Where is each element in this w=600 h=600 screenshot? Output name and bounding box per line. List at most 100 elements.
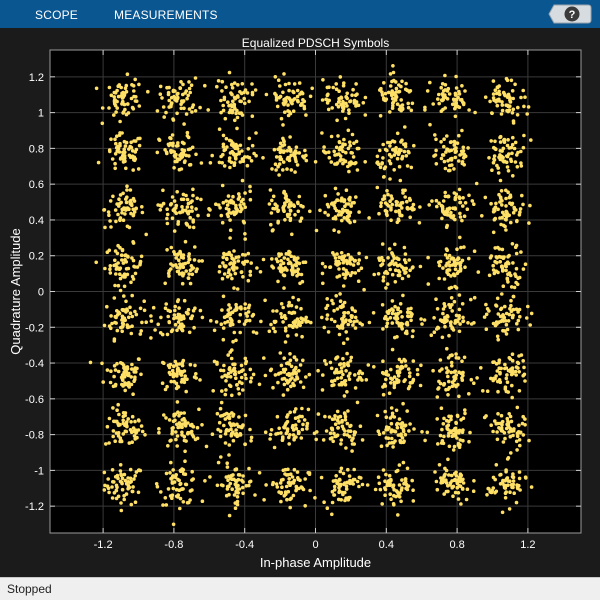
tab-scope[interactable]: SCOPE <box>35 8 79 22</box>
data-point <box>350 93 354 97</box>
data-point <box>241 275 245 279</box>
data-point <box>138 261 142 265</box>
data-point <box>509 309 514 314</box>
data-point <box>133 500 138 505</box>
data-point <box>175 190 179 194</box>
data-point <box>513 369 518 374</box>
data-point <box>355 479 360 484</box>
data-point <box>350 314 354 318</box>
data-point <box>350 151 355 155</box>
data-point <box>458 235 462 240</box>
data-point <box>506 319 511 323</box>
data-point <box>396 269 401 273</box>
data-point <box>248 367 253 372</box>
data-point <box>378 148 382 153</box>
data-point <box>399 98 404 102</box>
data-point <box>238 209 243 214</box>
data-point <box>295 94 300 99</box>
data-point <box>446 194 450 199</box>
data-point <box>168 471 172 475</box>
data-point <box>303 148 307 153</box>
data-point <box>391 148 395 152</box>
data-point <box>297 194 302 199</box>
data-point <box>505 103 510 108</box>
data-point <box>226 371 231 376</box>
data-point <box>440 82 445 86</box>
data-point <box>279 148 283 152</box>
data-point <box>295 88 300 93</box>
data-point <box>333 206 337 210</box>
data-point <box>289 372 294 376</box>
data-point <box>419 363 423 368</box>
data-point <box>299 306 303 311</box>
data-point <box>276 147 280 152</box>
data-point <box>388 199 392 203</box>
data-point <box>226 319 230 324</box>
data-point <box>124 166 128 171</box>
data-point <box>271 326 276 331</box>
data-point <box>463 408 467 412</box>
data-point <box>461 196 465 200</box>
data-point <box>231 414 235 418</box>
data-point <box>408 89 413 93</box>
data-point <box>286 361 290 365</box>
data-point <box>221 145 226 149</box>
data-point <box>520 193 524 198</box>
data-point <box>445 134 449 138</box>
data-point <box>408 268 412 273</box>
data-point <box>171 486 176 491</box>
data-point <box>184 482 189 487</box>
data-point <box>244 376 248 381</box>
data-point <box>285 497 289 502</box>
data-point <box>263 298 267 303</box>
data-point <box>289 384 293 389</box>
help-button[interactable]: ? <box>548 3 592 25</box>
data-point <box>395 316 400 321</box>
data-point <box>230 276 234 281</box>
data-point <box>517 389 522 393</box>
data-point <box>249 435 254 440</box>
data-point <box>439 85 444 90</box>
data-point <box>188 430 192 435</box>
data-point <box>218 264 222 269</box>
data-point <box>268 368 273 373</box>
data-point <box>503 486 508 490</box>
data-point <box>115 328 120 333</box>
data-point <box>304 320 309 324</box>
data-point <box>338 299 343 304</box>
data-point <box>134 147 139 152</box>
data-point <box>248 184 252 189</box>
data-point <box>515 434 520 439</box>
data-point <box>288 216 293 221</box>
help-button-shape[interactable]: ? <box>548 3 592 25</box>
data-point <box>439 109 444 113</box>
data-point <box>455 481 460 486</box>
data-point <box>181 262 185 266</box>
data-point <box>227 443 232 447</box>
data-point <box>290 101 294 106</box>
data-point <box>437 92 441 97</box>
data-point <box>133 375 137 380</box>
data-point <box>123 144 128 148</box>
tab-measurements[interactable]: MEASUREMENTS <box>114 8 218 22</box>
data-point <box>397 218 401 223</box>
data-point <box>499 307 503 312</box>
data-point <box>137 468 141 472</box>
data-point <box>281 367 286 372</box>
data-point <box>179 197 184 202</box>
data-point <box>272 147 277 152</box>
data-point <box>169 476 173 481</box>
data-point <box>410 101 415 106</box>
data-point <box>189 264 194 268</box>
data-point <box>493 139 497 144</box>
data-point <box>393 93 397 97</box>
data-point <box>400 154 405 159</box>
data-point <box>397 463 402 467</box>
data-point <box>280 266 284 271</box>
data-point <box>451 97 456 102</box>
data-point <box>184 112 189 116</box>
data-point <box>300 91 305 96</box>
data-point <box>511 174 515 178</box>
y-axis-label: Quadrature Amplitude <box>8 228 23 354</box>
data-point <box>108 380 113 385</box>
